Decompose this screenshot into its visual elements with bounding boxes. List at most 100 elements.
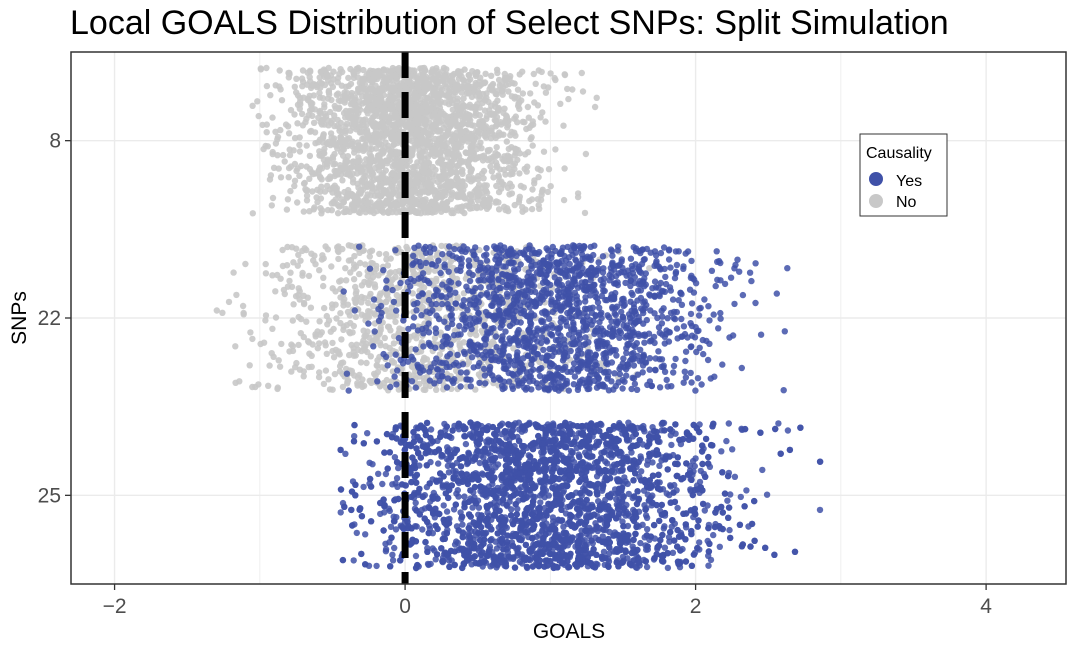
data-point [704,356,712,364]
data-point [592,362,599,369]
data-point [586,385,593,392]
data-point [746,269,754,276]
data-point [624,361,631,368]
data-point [436,377,443,385]
data-point [392,318,399,325]
data-point [588,264,595,272]
data-point [533,380,540,387]
data-point [471,315,478,322]
data-point [467,143,474,151]
data-point [488,124,496,131]
data-point [331,122,338,130]
data-point [524,344,531,352]
data-point [481,335,489,342]
data-point [717,277,724,284]
data-point [504,293,511,300]
data-point [455,75,463,82]
data-point [320,380,328,388]
data-point [279,246,286,254]
data-point [628,262,636,270]
data-point [294,120,301,127]
data-point [482,70,489,78]
data-point [466,301,474,308]
data-point [711,373,718,380]
data-point [465,112,473,119]
data-point [303,115,310,123]
data-point [276,363,284,370]
data-point [503,138,510,145]
data-point [356,116,364,123]
data-point [664,315,671,322]
data-point [603,297,611,304]
data-point [317,195,325,202]
data-point [518,379,526,387]
data-point [505,145,512,153]
data-point [710,311,717,318]
data-point [516,170,523,177]
data-point [340,288,347,295]
data-point [445,268,452,275]
data-point [511,201,518,209]
data-point [595,259,602,266]
data-point [470,346,478,354]
data-point [569,334,577,342]
data-point [360,147,367,154]
data-point [300,180,308,187]
data-point [570,360,578,367]
data-point [528,134,535,141]
data-point [287,106,295,114]
data-point [274,385,281,393]
data-point [784,265,791,272]
data-point [639,362,647,369]
data-point [619,385,626,392]
data-point [291,177,299,184]
data-point [662,280,670,288]
data-point [470,288,477,295]
data-point [370,106,377,114]
data-point [356,243,363,250]
data-point [579,255,586,262]
data-point [264,143,271,150]
data-point [370,343,377,350]
data-point [417,262,425,270]
data-point [272,140,280,147]
data-point [460,95,467,102]
data-point [631,279,638,287]
data-point [535,173,542,181]
data-point [717,259,724,267]
data-point [348,89,355,97]
data-point [420,74,427,81]
data-point [587,273,594,281]
data-point [272,128,279,135]
data-point [409,151,416,158]
data-point [507,260,514,267]
data-point [436,74,443,82]
data-point [688,257,695,265]
data-point [385,69,392,76]
data-point [682,348,690,355]
data-point [461,102,468,109]
data-point [631,380,639,388]
data-point [343,370,351,377]
data-point [393,307,400,314]
data-point [560,351,567,358]
data-point [531,288,539,296]
data-point [306,152,314,160]
data-point [492,153,499,160]
data-point [655,324,663,331]
data-point [288,283,296,290]
data-point [565,95,572,103]
data-point [353,164,361,171]
data-point [334,90,342,97]
data-point [639,332,647,339]
data-point [383,277,390,284]
data-point [413,138,421,146]
data-point [306,208,313,215]
data-point [384,262,392,269]
data-point [232,379,239,386]
data-point [289,317,296,324]
data-point [285,130,293,137]
data-point [476,93,483,100]
data-point [360,66,367,74]
data-point [436,104,444,112]
